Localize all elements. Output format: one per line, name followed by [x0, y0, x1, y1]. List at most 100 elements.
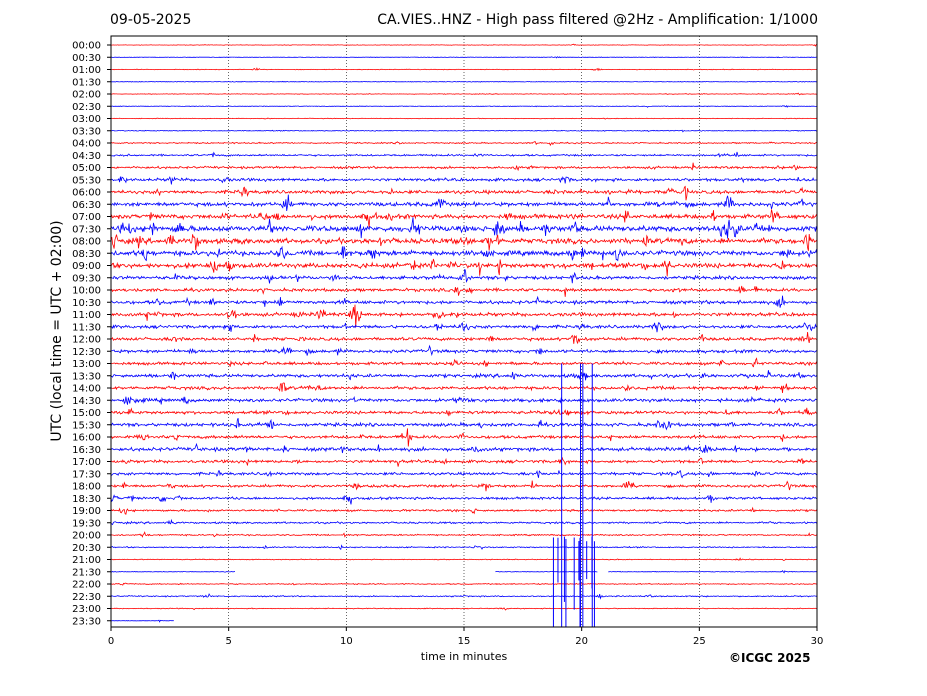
y-tick-label-5: 02:30 — [72, 102, 101, 113]
y-tick-label-34: 17:00 — [72, 457, 101, 468]
y-tick-label-39: 19:30 — [72, 518, 101, 529]
trace-row-0400 — [111, 141, 818, 147]
y-tick-label-23: 11:30 — [72, 322, 101, 333]
trace-row-2230 — [110, 593, 818, 600]
y-tick-label-33: 16:30 — [72, 445, 101, 456]
y-tick-label-26: 13:00 — [72, 359, 101, 370]
trace-row-1000 — [110, 285, 818, 297]
y-tick-label-18: 09:00 — [72, 261, 101, 272]
y-tick-label-31: 15:30 — [72, 420, 101, 431]
y-tick-label-13: 06:30 — [72, 200, 101, 211]
trace-row-2200 — [110, 582, 818, 586]
trace-row-1230 — [111, 344, 818, 357]
trace-row-0000 — [111, 43, 818, 47]
y-tick-label-25: 12:30 — [72, 347, 101, 358]
plot-frame — [110, 35, 818, 628]
y-tick-label-9: 04:30 — [72, 151, 101, 162]
y-tick-label-29: 14:30 — [72, 396, 101, 407]
trace-row-1200 — [110, 332, 818, 345]
x-tick-label-0: 0 — [108, 636, 114, 647]
y-tick-label-4: 02:00 — [72, 90, 101, 101]
x-axis-label: time in minutes — [420, 650, 508, 663]
y-tick-label-3: 01:30 — [72, 77, 101, 88]
seismic-traces — [110, 43, 818, 627]
y-tick-label-19: 09:30 — [72, 273, 101, 284]
y-tick-label-17: 08:30 — [72, 249, 101, 260]
y-tick-label-15: 07:30 — [72, 224, 101, 235]
trace-row-2300 — [110, 607, 818, 611]
trace-row-1030 — [110, 295, 818, 308]
trace-row-1500 — [110, 407, 817, 417]
y-tick-label-0: 00:00 — [72, 41, 101, 52]
trace-row-0430 — [110, 151, 818, 158]
y-tick-label-22: 11:00 — [72, 310, 101, 321]
trace-row-1330 — [110, 370, 818, 381]
y-tick-label-42: 21:00 — [72, 555, 101, 566]
y-tick-label-35: 17:30 — [72, 469, 101, 480]
trace-row-1800 — [110, 480, 818, 492]
y-tick-label-10: 05:00 — [72, 163, 101, 174]
y-tick-label-6: 03:00 — [72, 114, 101, 125]
y-tick-label-45: 22:30 — [72, 592, 101, 603]
trace-row-0030 — [110, 56, 817, 59]
y-tick-label-21: 10:30 — [72, 298, 101, 309]
y-tick-label-41: 20:30 — [72, 543, 101, 554]
trace-row-0930 — [110, 268, 817, 284]
trace-row-0100 — [111, 67, 818, 72]
y-tick-label-12: 06:00 — [72, 188, 101, 199]
trace-row-0230 — [110, 104, 818, 108]
trace-row-1100 — [110, 304, 818, 328]
trace-row-0700 — [110, 209, 818, 228]
trace-row-0530 — [110, 176, 818, 185]
trace-row-1530 — [110, 418, 818, 431]
plot-title: CA.VIES..HNZ - High pass filtered @2Hz -… — [377, 12, 818, 28]
y-tick-label-8: 04:00 — [72, 139, 101, 150]
trace-row-1130 — [110, 322, 818, 333]
trace-row-1930 — [110, 518, 818, 526]
y-tick-label-11: 05:30 — [72, 175, 101, 186]
trace-row-1830 — [110, 494, 817, 505]
trace-row-0630 — [110, 194, 818, 212]
x-tick-label-1: 5 — [225, 636, 231, 647]
y-tick-label-20: 10:00 — [72, 286, 101, 297]
trace-row-0300 — [110, 117, 818, 120]
y-tick-label-43: 21:30 — [72, 567, 101, 578]
y-tick-label-7: 03:30 — [72, 126, 101, 137]
x-tick-label-4: 20 — [575, 636, 588, 647]
trace-row-2330 — [110, 619, 174, 623]
trace-row-0800 — [110, 233, 818, 251]
grid-lines — [228, 36, 700, 627]
trace-row-1730 — [110, 470, 818, 479]
x-tick-label-2: 10 — [340, 636, 353, 647]
trace-row-2100 — [110, 557, 818, 561]
trace-row-1300 — [110, 357, 818, 368]
trace-row-0900 — [110, 258, 818, 277]
trace-row-0330 — [110, 129, 818, 133]
trace-row-1700 — [110, 457, 818, 467]
y-tick-label-47: 23:30 — [72, 616, 101, 627]
y-tick-label-24: 12:00 — [72, 335, 101, 346]
y-tick-label-37: 18:30 — [72, 494, 101, 505]
y-tick-label-16: 08:00 — [72, 237, 101, 248]
trace-row-1600 — [110, 428, 818, 447]
trace-row-1900 — [110, 506, 818, 515]
trace-row-0500 — [111, 162, 818, 172]
y-tick-label-14: 07:00 — [72, 212, 101, 223]
copyright-label: ©ICGC 2025 — [729, 651, 811, 665]
y-tick-label-32: 16:00 — [72, 433, 101, 444]
x-tick-label-3: 15 — [458, 636, 471, 647]
trace-row-1630 — [110, 442, 818, 454]
x-tick-labels: 0 5 10 15 20 25 30 — [108, 627, 824, 647]
trace-row-2000 — [110, 531, 818, 538]
trace-row-0600 — [110, 185, 818, 201]
trace-row-0200 — [110, 92, 818, 96]
trace-row-1400 — [110, 382, 818, 394]
y-tick-label-2: 01:00 — [72, 65, 101, 76]
x-tick-label-5: 25 — [693, 636, 706, 647]
y-tick-label-1: 00:30 — [72, 53, 101, 64]
trace-row-0130 — [111, 80, 817, 83]
y-tick-label-40: 20:00 — [72, 531, 101, 542]
x-tick-label-6: 30 — [811, 636, 824, 647]
trace-row-0730 — [110, 217, 818, 239]
